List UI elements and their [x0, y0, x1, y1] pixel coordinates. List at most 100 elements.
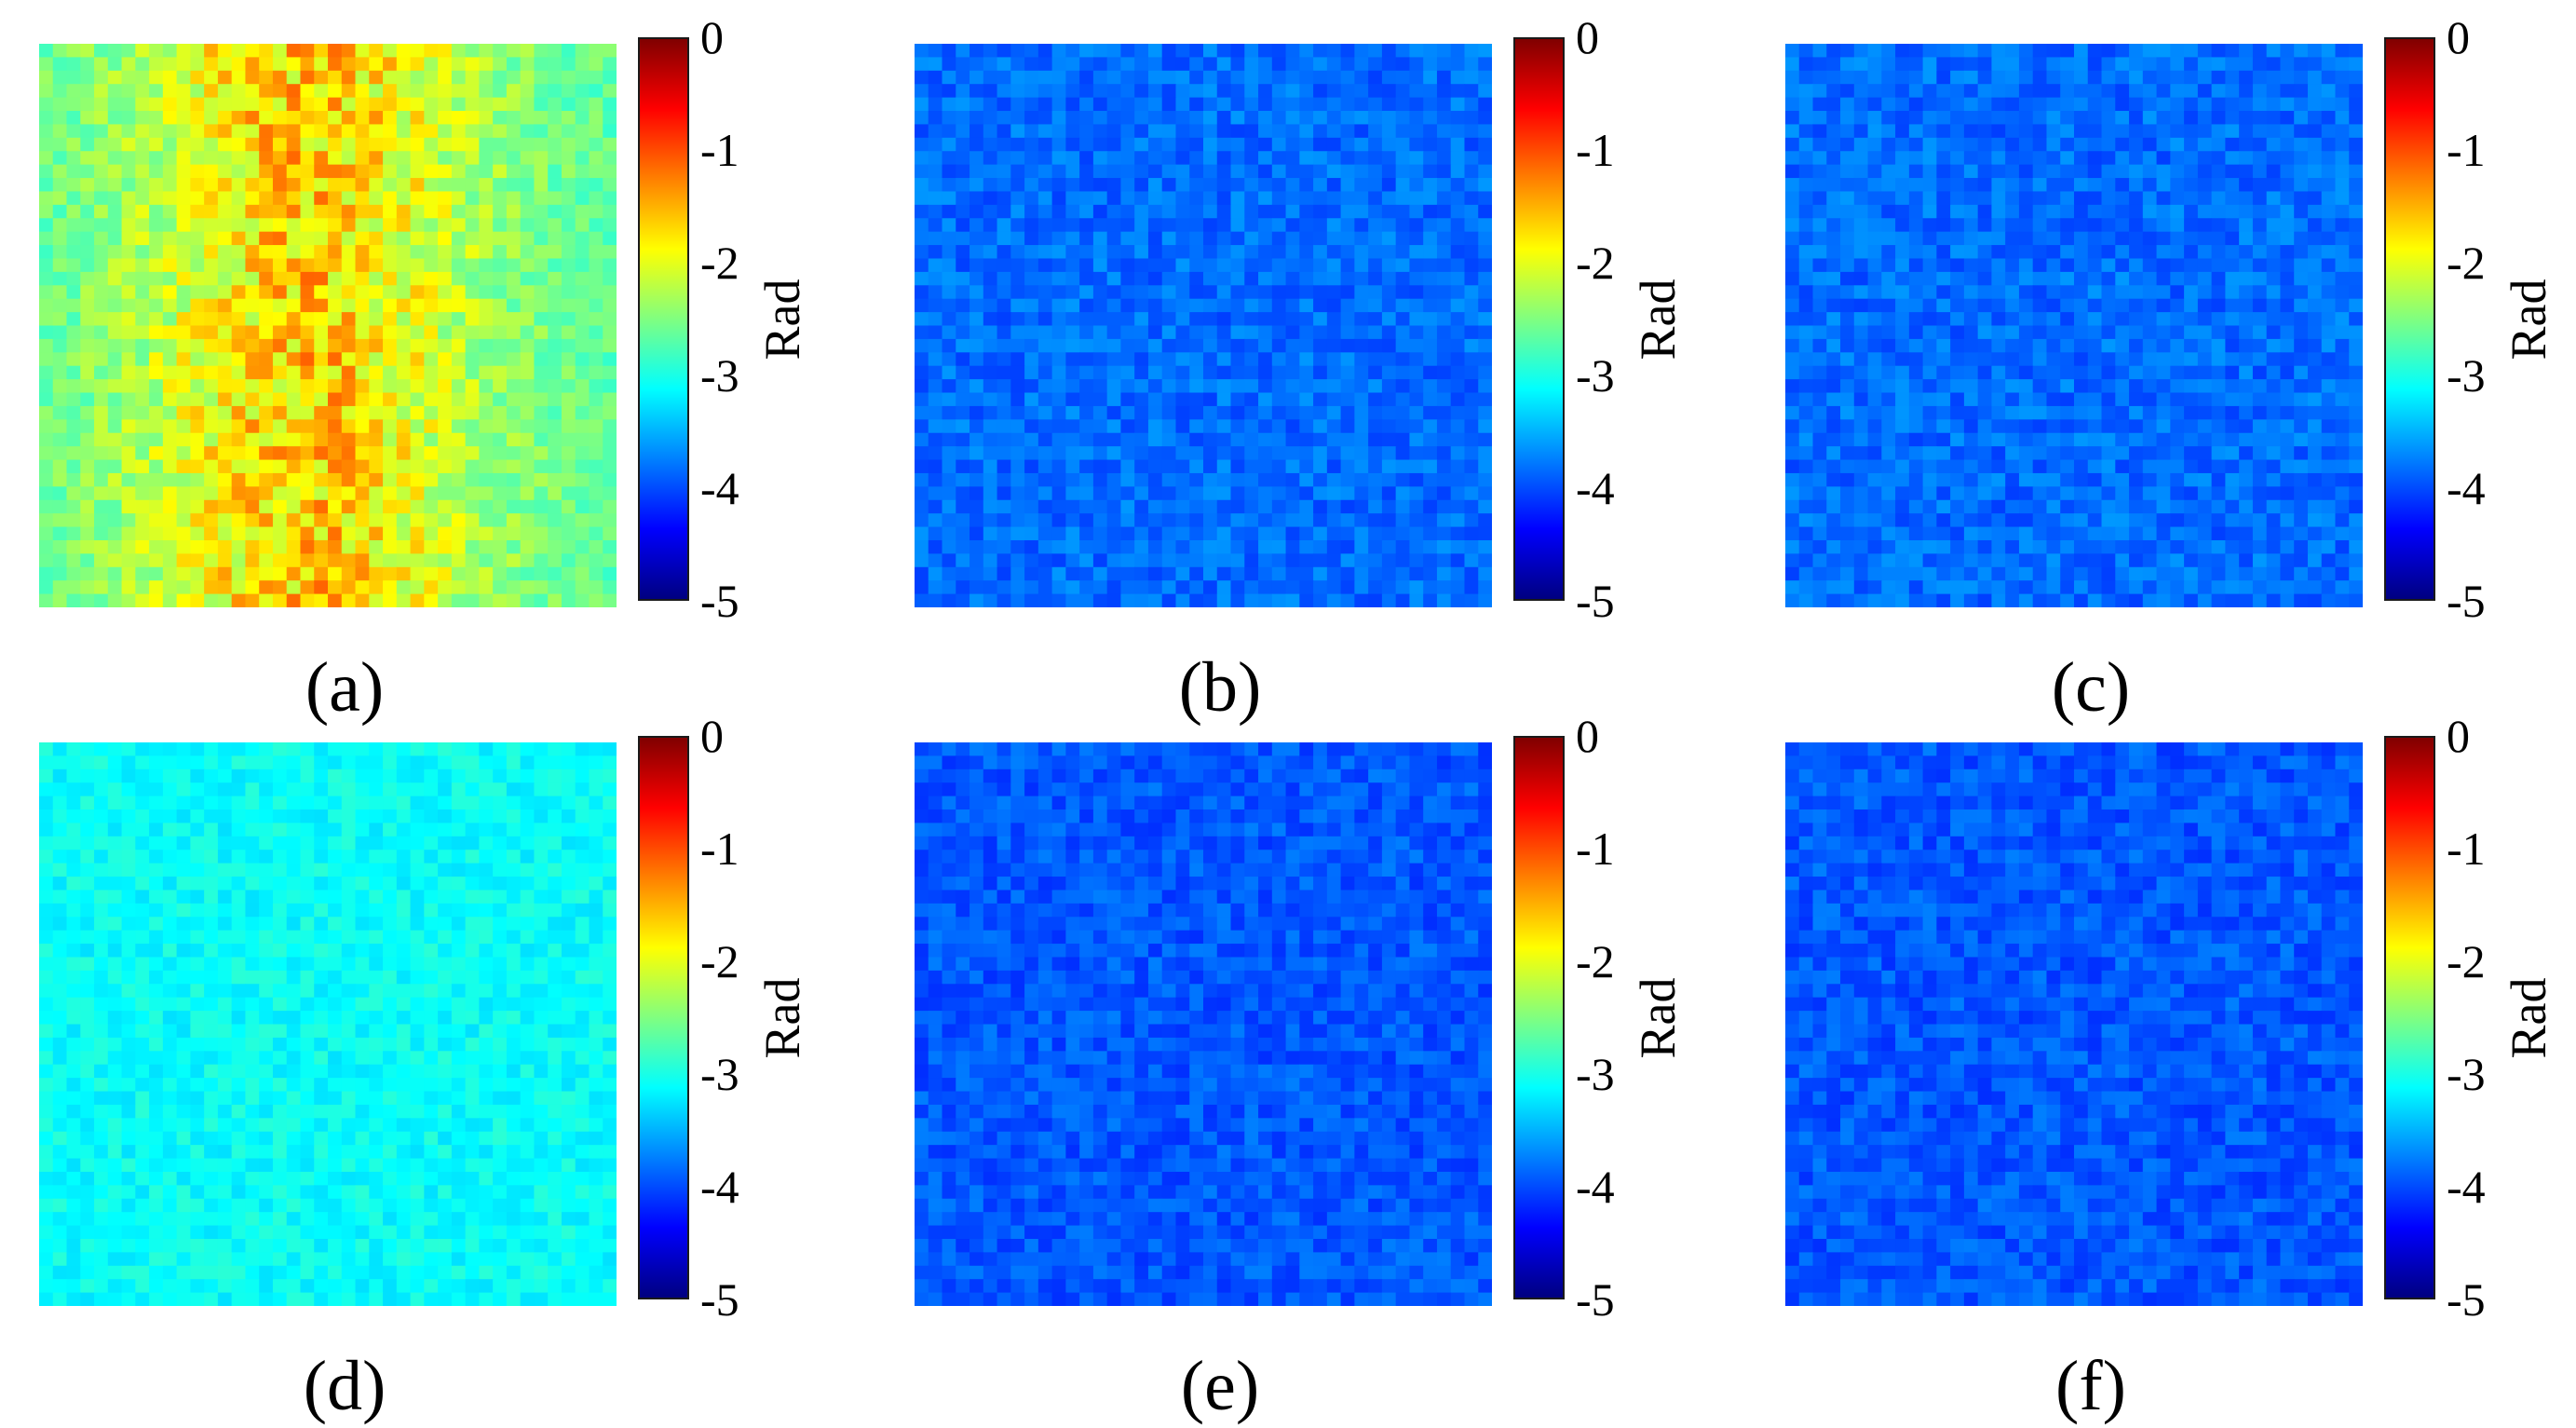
- heatmap-cell: [1285, 446, 1300, 461]
- heatmap-cell: [204, 338, 219, 353]
- heatmap-cell: [2074, 365, 2089, 380]
- heatmap-cell: [2252, 204, 2268, 219]
- heatmap-cell: [383, 204, 398, 219]
- heatmap-cell: [52, 365, 68, 380]
- heatmap-cell: [2321, 472, 2337, 487]
- heatmap-cell: [561, 124, 576, 139]
- heatmap-cell: [1395, 338, 1411, 353]
- heatmap-cell: [1908, 70, 1924, 85]
- heatmap-cell: [1436, 459, 1452, 474]
- heatmap-cell: [2252, 124, 2268, 139]
- heatmap-cell: [272, 486, 288, 501]
- heatmap-cell: [969, 298, 984, 313]
- heatmap-cell: [506, 526, 522, 541]
- heatmap-cell: [2335, 379, 2350, 394]
- heatmap-cell: [969, 218, 984, 233]
- heatmap-cell: [1092, 446, 1108, 461]
- heatmap-cell: [493, 70, 508, 85]
- heatmap-cell: [2170, 137, 2185, 152]
- heatmap-cell: [1881, 218, 1896, 233]
- heatmap-cell: [1216, 57, 1232, 72]
- heatmap-cell: [2101, 191, 2116, 206]
- heatmap-cell: [451, 539, 467, 554]
- heatmap-cell: [983, 218, 998, 233]
- heatmap-cell: [1368, 486, 1383, 501]
- heatmap-cell: [1120, 57, 1135, 72]
- heatmap-cell: [1244, 191, 1259, 206]
- heatmap-cell: [1826, 84, 1841, 99]
- heatmap-cell: [1409, 566, 1424, 581]
- heatmap-cell: [135, 593, 150, 607]
- heatmap-cell: [2294, 365, 2309, 380]
- heatmap-cell: [1092, 419, 1108, 434]
- heatmap-cell: [1134, 566, 1149, 581]
- heatmap-cell: [2087, 258, 2103, 273]
- heatmap-cell: [493, 580, 508, 595]
- heatmap-cell: [1922, 298, 1937, 313]
- heatmap-cell: [1051, 137, 1066, 152]
- heatmap-cell: [575, 539, 590, 554]
- heatmap-cell: [396, 97, 412, 112]
- heatmap-cell: [520, 84, 536, 99]
- heatmap-cell: [383, 298, 398, 313]
- heatmap-cell: [383, 97, 398, 112]
- heatmap-cell: [1785, 338, 1800, 353]
- heatmap-cell: [1024, 245, 1039, 260]
- heatmap-cell: [438, 57, 453, 72]
- heatmap-cell: [2060, 204, 2075, 219]
- heatmap-cell: [341, 164, 357, 179]
- heatmap-cell: [231, 57, 247, 72]
- heatmap-cell: [52, 44, 68, 58]
- heatmap-cell: [1326, 513, 1342, 528]
- heatmap-cell: [915, 124, 929, 139]
- heatmap-cell: [314, 486, 329, 501]
- heatmap-cell: [534, 312, 549, 327]
- heatmap-cell: [341, 178, 357, 193]
- heatmap-cell: [603, 446, 617, 461]
- heatmap-cell: [438, 459, 453, 474]
- heatmap-cell: [1368, 298, 1383, 313]
- heatmap-cell: [314, 352, 329, 367]
- heatmap-cell: [1963, 178, 1979, 193]
- heatmap-cell: [479, 84, 494, 99]
- heatmap-cell: [983, 513, 998, 528]
- heatmap-cell: [314, 379, 329, 394]
- heatmap-cell: [1936, 298, 1951, 313]
- heatmap-cell: [2197, 325, 2213, 340]
- heatmap-cell: [107, 593, 123, 607]
- heatmap-cell: [2046, 151, 2061, 166]
- heatmap-cell: [1258, 70, 1273, 85]
- heatmap-cell: [1785, 44, 1800, 58]
- heatmap-cell: [1340, 338, 1355, 353]
- heatmap-cell: [121, 178, 136, 193]
- heatmap-cell: [1368, 446, 1383, 461]
- heatmap-cell: [1258, 57, 1273, 72]
- heatmap-cell: [1010, 231, 1025, 246]
- heatmap-cell: [1175, 472, 1190, 487]
- heatmap-cell: [1409, 580, 1424, 595]
- heatmap-cell: [506, 352, 522, 367]
- heatmap-cell: [603, 553, 617, 568]
- heatmap-cell: [1051, 44, 1066, 58]
- heatmap-cell: [1423, 432, 1438, 447]
- heatmap-cell: [2142, 352, 2158, 367]
- heatmap-cell: [1354, 513, 1369, 528]
- heatmap-cell: [121, 312, 136, 327]
- heatmap-cell: [1963, 245, 1979, 260]
- heatmap-cell: [2349, 352, 2363, 367]
- heatmap-cell: [300, 593, 315, 607]
- heatmap-cell: [1936, 204, 1951, 219]
- heatmap-cell: [561, 526, 576, 541]
- heatmap-cell: [1092, 84, 1108, 99]
- heatmap-cell: [2225, 285, 2240, 300]
- heatmap-cell: [928, 566, 943, 581]
- heatmap-cell: [1189, 566, 1204, 581]
- heatmap-cell: [603, 526, 617, 541]
- heatmap-cell: [217, 70, 233, 85]
- heatmap-cell: [383, 164, 398, 179]
- heatmap-cell: [1922, 178, 1937, 193]
- heatmap-cell: [983, 392, 998, 407]
- heatmap-cell: [2349, 392, 2363, 407]
- heatmap-cell: [410, 298, 425, 313]
- heatmap-cell: [915, 204, 929, 219]
